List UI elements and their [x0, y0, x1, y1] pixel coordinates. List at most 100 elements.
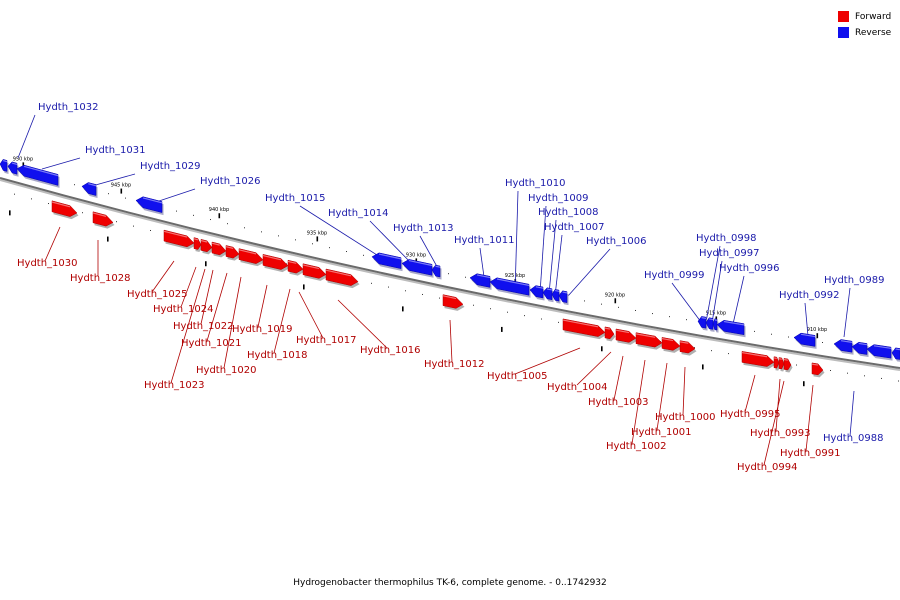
tick-label: 920 kbp: [605, 292, 625, 298]
genome-backbone: [0, 177, 900, 371]
gene-reverse: [712, 318, 718, 331]
gene-forward: [604, 326, 615, 340]
leader-line: [180, 266, 197, 308]
gene-forward: [442, 294, 464, 309]
gene-label-hydth-1015: Hydth_1015: [265, 193, 326, 204]
leader-line: [613, 355, 624, 401]
leader-line: [656, 362, 668, 431]
tick-mark-bottom: [107, 236, 109, 242]
gene-label-hydth-1003: Hydth_1003: [588, 397, 649, 408]
gene-label-hydth-1020: Hydth_1020: [196, 365, 257, 376]
leader-line: [151, 260, 175, 293]
gene-forward: [225, 245, 240, 259]
gene-forward: [562, 318, 606, 337]
gene-forward: [778, 357, 785, 370]
leader-line: [223, 276, 242, 369]
gene-forward: [783, 358, 792, 371]
tick-mark-bottom: [702, 364, 704, 370]
leader-line: [298, 291, 324, 339]
gene-label-hydth-1022: Hydth_1022: [173, 321, 234, 332]
gene-label-hydth-0997: Hydth_0997: [699, 248, 760, 259]
gene-label-hydth-1031: Hydth_1031: [85, 145, 146, 156]
gene-reverse: [551, 289, 560, 302]
gene-arrows: [0, 159, 900, 378]
leader-line: [849, 390, 855, 437]
leader-line: [682, 366, 686, 416]
gene-label-hydth-1013: Hydth_1013: [393, 223, 454, 234]
tick-mark-bottom: [9, 210, 11, 216]
gene-label-hydth-1028: Hydth_1028: [70, 273, 131, 284]
gene-label-hydth-1000: Hydth_1000: [655, 412, 716, 423]
gene-reverse: [371, 252, 402, 269]
gene-label-hydth-1018: Hydth_1018: [247, 350, 308, 361]
gene-label-hydth-1008: Hydth_1008: [538, 207, 599, 218]
gene-label-hydth-0999: Hydth_0999: [644, 270, 705, 281]
gene-forward: [211, 241, 227, 256]
gene-forward: [811, 362, 824, 376]
leader-line: [152, 188, 196, 204]
gene-label-hydth-1005: Hydth_1005: [487, 371, 548, 382]
legend-forward-label: Forward: [855, 11, 892, 22]
gene-label-hydth-1007: Hydth_1007: [544, 222, 605, 233]
leader-line: [44, 226, 61, 262]
leader-line: [631, 359, 646, 445]
leader-line: [337, 299, 388, 349]
legend-reverse-label: Reverse: [855, 27, 892, 38]
gene-label-hydth-0996: Hydth_0996: [719, 263, 780, 274]
gene-reverse: [542, 287, 553, 301]
legend-forward: Forward: [838, 9, 891, 24]
gene-label-hydth-1001: Hydth_1001: [631, 427, 692, 438]
gene-forward: [238, 248, 264, 264]
leader-line: [567, 248, 611, 297]
leader-line: [514, 347, 581, 375]
gene-label-hydth-0994: Hydth_0994: [737, 462, 798, 473]
leader-line: [257, 284, 268, 328]
gene-forward: [51, 200, 78, 217]
leader-line: [539, 205, 547, 294]
gene-label-hydth-0988: Hydth_0988: [823, 433, 884, 444]
gene-forward: [92, 211, 114, 227]
tick-mark-top: [218, 213, 221, 219]
gene-reverse: [891, 347, 900, 360]
leader-line: [299, 205, 389, 263]
leader-line: [514, 190, 519, 294]
gene-forward: [741, 351, 775, 367]
gene-label-hydth-0989: Hydth_0989: [824, 275, 885, 286]
tick-label: 945 kbp: [111, 183, 131, 189]
gene-label-hydth-1017: Hydth_1017: [296, 335, 357, 346]
leader-line: [705, 245, 721, 323]
leader-line: [744, 374, 756, 413]
leader-line: [273, 288, 291, 354]
leader-line: [41, 157, 81, 170]
gene-label-hydth-0991: Hydth_0991: [780, 448, 841, 459]
gene-reverse: [716, 320, 745, 335]
gene-forward: [635, 332, 663, 348]
gene-label-hydth-1010: Hydth_1010: [505, 178, 566, 189]
gene-reverse: [7, 161, 18, 175]
tick-mark-bottom: [803, 381, 805, 387]
gene-reverse: [135, 196, 163, 213]
leader-line: [548, 219, 557, 295]
gene-reverse: [469, 273, 491, 288]
gene-label-hydth-1014: Hydth_1014: [328, 208, 389, 219]
gene-forward: [262, 254, 289, 270]
leader-line: [200, 269, 214, 325]
gene-label-hydth-1032: Hydth_1032: [38, 102, 99, 113]
gene-forward: [325, 268, 359, 286]
gene-reverse: [489, 277, 530, 296]
reverse-swatch: [838, 27, 849, 38]
forward-swatch: [838, 11, 849, 22]
tick-mark-top: [316, 236, 319, 242]
gene-reverse: [851, 341, 868, 355]
gene-reverse: [401, 259, 433, 276]
leader-line: [554, 234, 563, 297]
gene-reverse: [529, 285, 544, 299]
legend-reverse: Reverse: [838, 25, 891, 40]
gene-label-hydth-1006: Hydth_1006: [586, 236, 647, 247]
gene-forward: [163, 229, 195, 248]
gene-reverse: [697, 316, 707, 329]
gene-label-hydth-0993: Hydth_0993: [750, 428, 811, 439]
gene-forward: [287, 259, 304, 274]
gene-forward: [773, 356, 780, 369]
